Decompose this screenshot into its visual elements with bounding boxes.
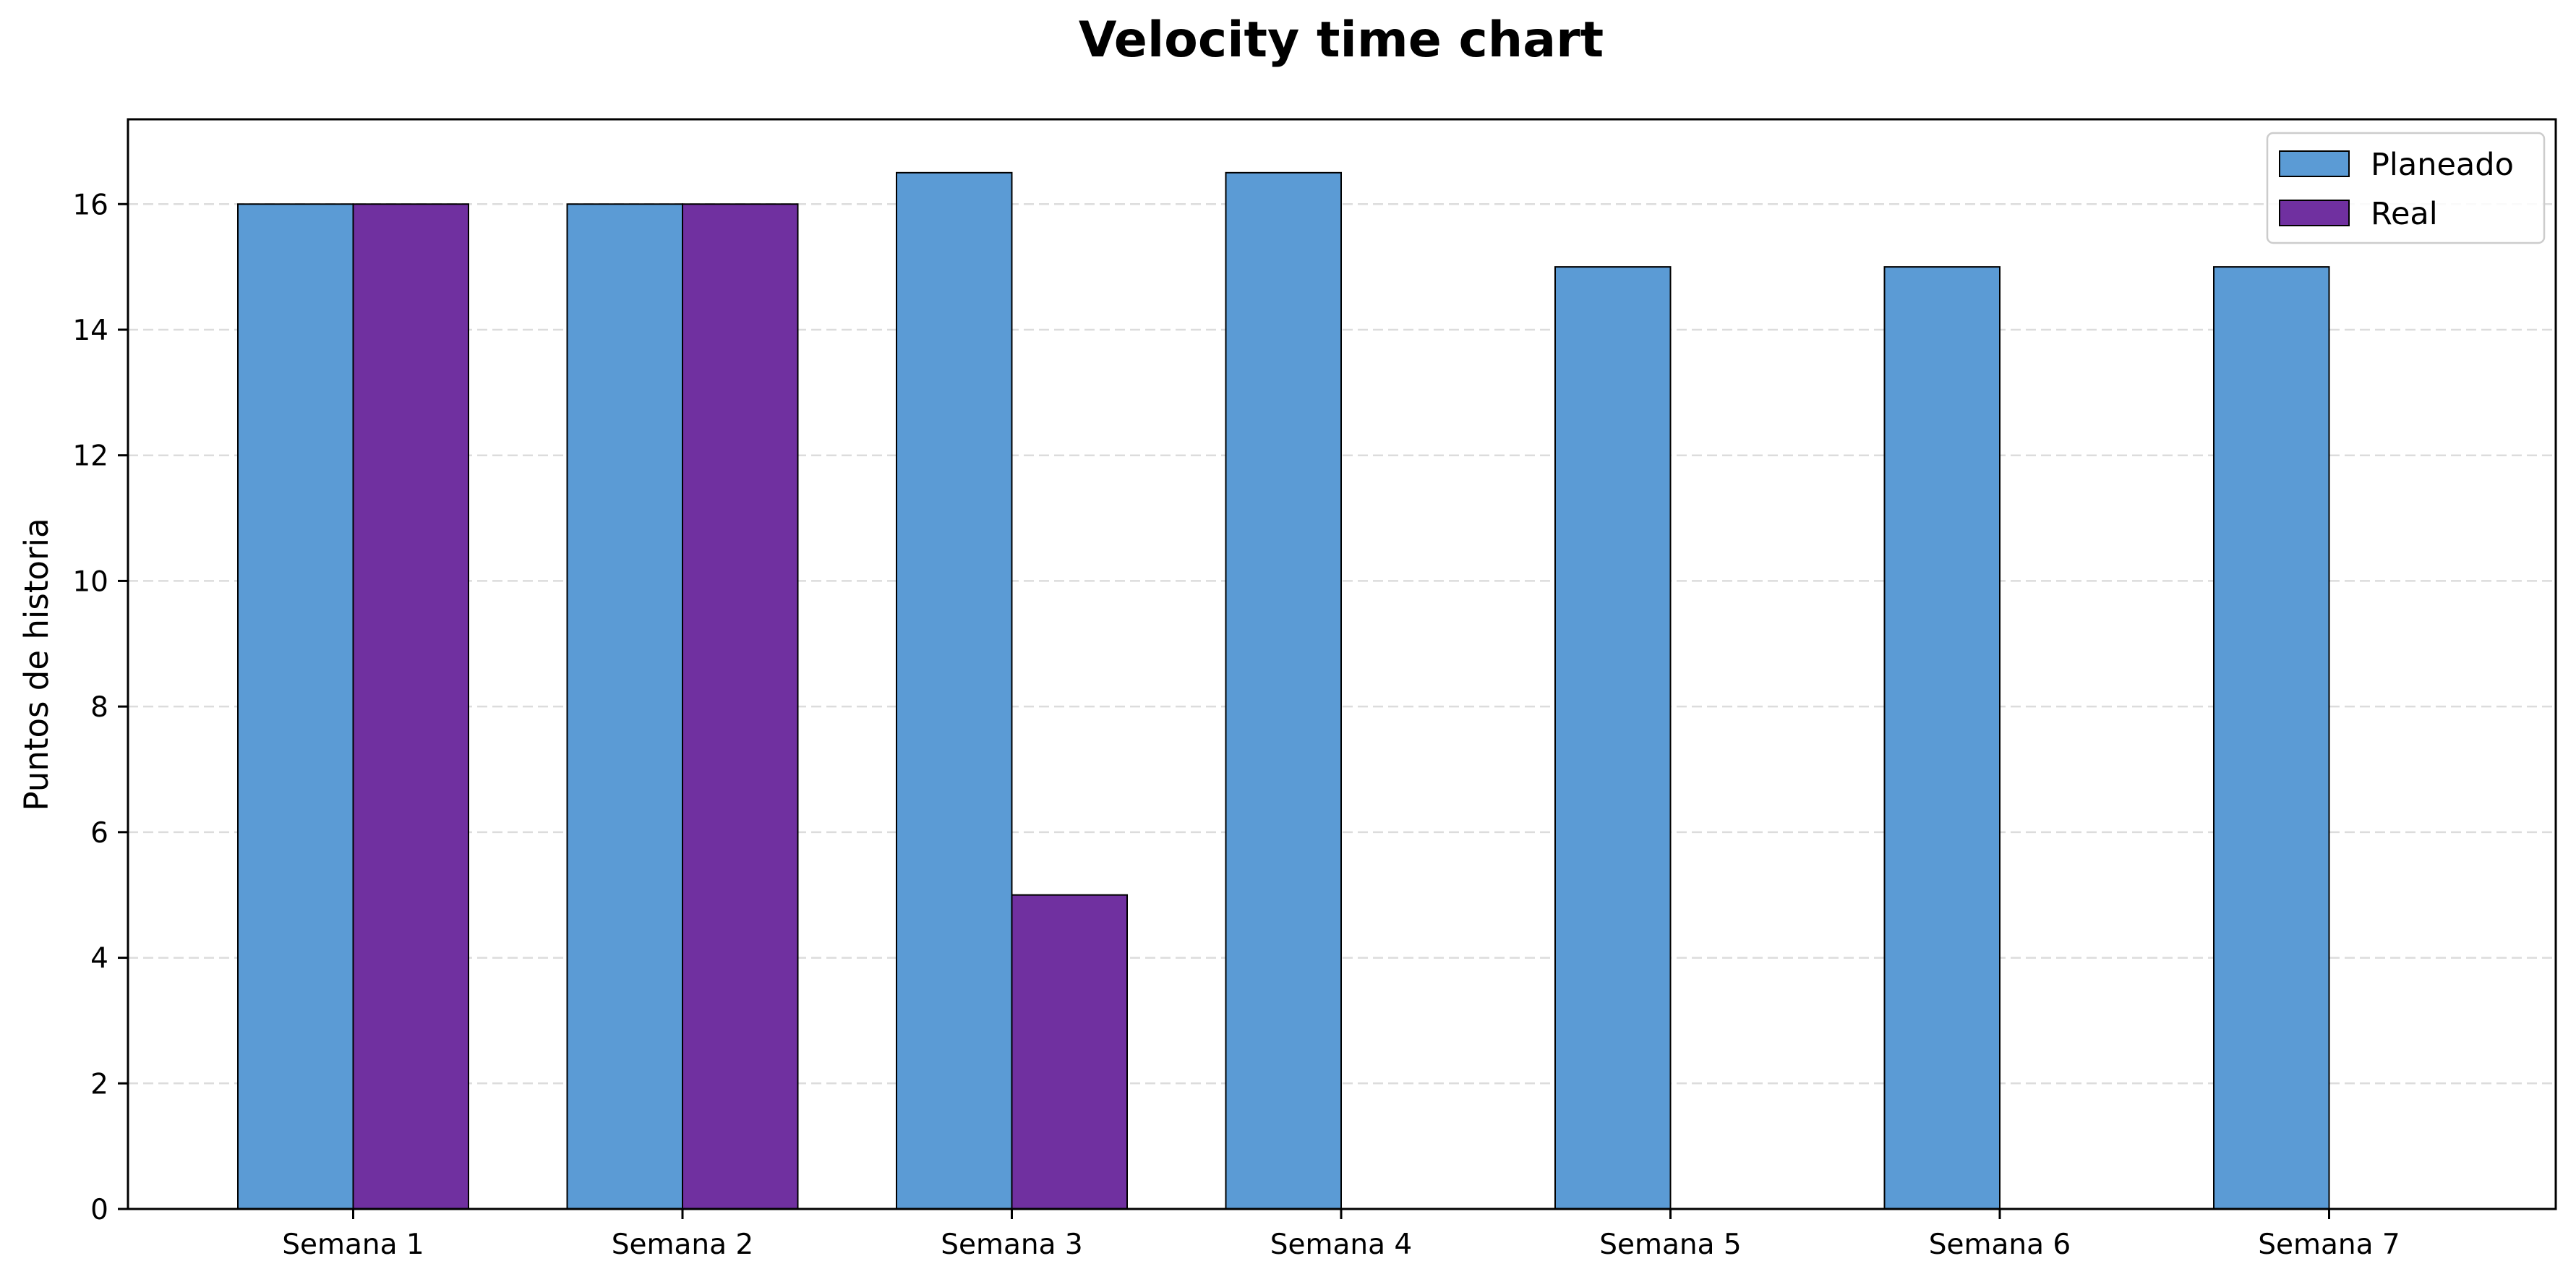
bars [237, 171, 2330, 1210]
axes: 0 2 4 6 8 10 12 14 16 Semana 1 Semana 2 Semana 3 Sem… [72, 118, 2557, 1261]
x-tick-label: Semana 6 [1929, 1228, 2071, 1261]
y-tick-label: 10 [72, 565, 108, 598]
y-tick-label: 6 [90, 817, 108, 850]
y-tick-label: 4 [90, 943, 108, 975]
y-tick-label: 2 [90, 1068, 108, 1101]
bar-planeado-5 [1554, 266, 1672, 1210]
x-tick-label: Semana 4 [1270, 1228, 1412, 1261]
y-tick-label: 0 [90, 1194, 108, 1226]
bar-planeado-2 [566, 203, 683, 1210]
bar-real-1 [352, 203, 469, 1210]
legend-label-planeado: Planeado [2371, 147, 2514, 183]
chart-title: Velocity time chart [1079, 12, 1604, 69]
bar-real-3 [1011, 894, 1128, 1210]
bar-planeado-4 [1225, 171, 1342, 1210]
y-axis-label: Puntos de historia [17, 518, 56, 811]
x-tick-label: Semana 1 [282, 1228, 424, 1261]
bar-real-2 [682, 203, 799, 1210]
legend-label-real: Real [2371, 196, 2438, 232]
x-tick-label: Semana 7 [2258, 1228, 2400, 1261]
bar-planeado-3 [896, 171, 1013, 1210]
legend: Planeado Real [2266, 132, 2546, 244]
x-tick-label: Semana 3 [941, 1228, 1082, 1261]
x-tick-label: Semana 5 [1599, 1228, 1741, 1261]
bar-planeado-6 [1883, 266, 2001, 1210]
legend-swatch-real [2279, 200, 2350, 226]
x-tick-label: Semana 2 [612, 1228, 753, 1261]
grid-lines [128, 203, 2556, 1085]
bar-planeado-1 [237, 203, 354, 1210]
y-tick-label: 8 [90, 691, 108, 724]
legend-swatch-planeado [2279, 150, 2350, 177]
y-tick-label: 12 [72, 440, 108, 473]
bar-planeado-7 [2213, 266, 2330, 1210]
y-tick-label: 16 [72, 189, 108, 221]
y-tick-label: 14 [72, 315, 108, 347]
